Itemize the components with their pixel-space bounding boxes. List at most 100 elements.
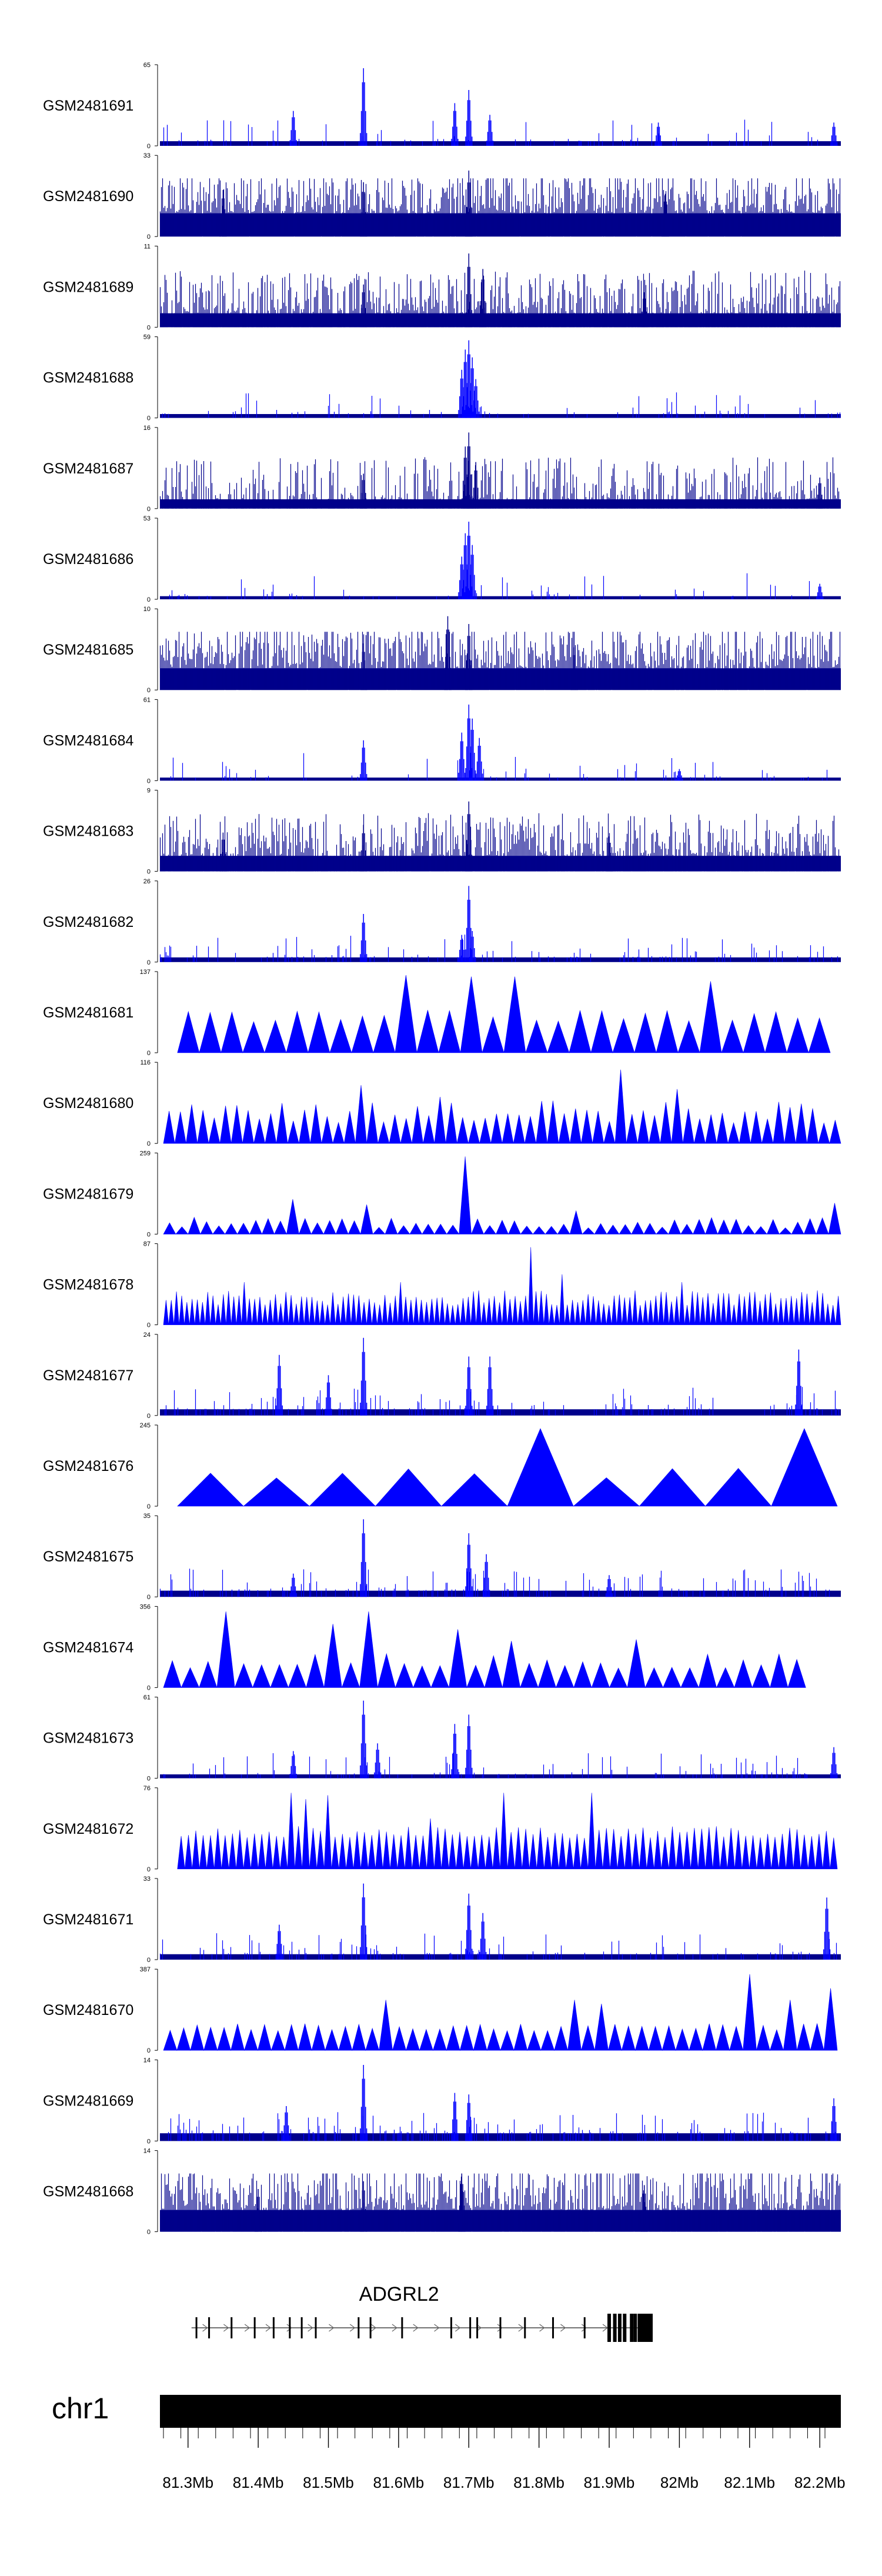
axis-tick-label: 81.8Mb [513, 2474, 564, 2491]
gene-exon [524, 2317, 526, 2338]
y-zero-label: 0 [147, 506, 151, 513]
signal [160, 705, 841, 781]
track-label: GSM2481672 [43, 1821, 133, 1837]
track-label: GSM2481688 [43, 370, 133, 386]
y-max-label: 259 [140, 1150, 151, 1157]
track-GSM2481671: GSM2481671 33 0 [43, 1876, 841, 1964]
signal [159, 171, 841, 237]
gene-exon [401, 2317, 403, 2338]
track-GSM2481686: GSM2481686 53 0 [43, 515, 841, 603]
axis-tick-label: 82.1Mb [724, 2474, 775, 2491]
gene-exon [640, 2314, 653, 2342]
signal [177, 1428, 838, 1507]
gene-exon [633, 2314, 637, 2342]
signal-baseline [160, 957, 841, 962]
y-zero-label: 0 [147, 1413, 151, 1420]
track-label: GSM2481675 [43, 1549, 133, 1565]
signal [163, 1069, 841, 1144]
y-zero-label: 0 [147, 596, 151, 603]
track-GSM2481682: GSM2481682 26 0 [43, 878, 841, 966]
track-label: GSM2481673 [43, 1730, 133, 1747]
track-label: GSM2481677 [43, 1367, 133, 1384]
axis-tick-label: 81.9Mb [584, 2474, 635, 2491]
signal-baseline [160, 596, 841, 599]
gene-exon [230, 2317, 233, 2338]
track-GSM2481683: GSM2481683 9 0 [43, 788, 841, 876]
track-label: GSM2481669 [43, 2093, 133, 2109]
y-zero-label: 0 [147, 233, 151, 241]
y-max-label: 137 [140, 969, 151, 976]
y-max-label: 11 [144, 243, 151, 250]
signal-peaks [360, 705, 683, 781]
strand-arrow [434, 2324, 440, 2332]
signal [160, 2065, 841, 2141]
signal [159, 253, 841, 328]
chromosome-track: chr1 81.3Mb 81.4Mb 81.5Mb 81.6Mb 81.7Mb 81.8M… [52, 2392, 846, 2491]
signal-peaks [282, 2065, 838, 2141]
axis-tick-label: 82Mb [660, 2474, 699, 2491]
y-max-label: 356 [140, 1603, 151, 1610]
signal [160, 522, 841, 599]
y-max-label: 59 [143, 334, 151, 341]
y-max-label: 76 [143, 1785, 151, 1792]
signal [160, 1337, 841, 1416]
signal-peaks [360, 886, 476, 962]
y-max-label: 65 [143, 62, 151, 69]
gene-exon [469, 2317, 472, 2338]
track-GSM2481688: GSM2481688 59 0 [43, 334, 841, 422]
signal [163, 1611, 806, 1689]
signal-peaks [219, 171, 669, 237]
y-zero-label: 0 [147, 1140, 151, 1147]
signal-baseline [160, 778, 841, 781]
y-max-label: 14 [143, 2148, 151, 2155]
signal [159, 1519, 841, 1597]
y-max-label: 53 [143, 515, 151, 522]
signal-baseline [160, 414, 841, 418]
y-zero-label: 0 [147, 2047, 151, 2054]
signal-area [163, 1247, 841, 1325]
signal [159, 886, 841, 962]
gene-exon [450, 2317, 452, 2338]
y-zero-label: 0 [147, 959, 151, 966]
signal-peaks [289, 68, 838, 146]
gene-exon [289, 2317, 291, 2338]
y-max-label: 26 [143, 878, 151, 885]
gene-exon [583, 2317, 586, 2338]
y-zero-label: 0 [147, 1957, 151, 1964]
y-max-label: 33 [143, 1876, 151, 1883]
strand-arrow [497, 2324, 503, 2332]
signal-bars [170, 753, 828, 781]
signal-peaks [458, 522, 824, 599]
y-zero-label: 0 [147, 1594, 151, 1601]
strand-arrow [518, 2324, 524, 2332]
axis-tick-label: 81.5Mb [303, 2474, 354, 2491]
y-max-label: 387 [140, 1966, 151, 1973]
gene-exon [272, 2317, 275, 2338]
signal [160, 68, 841, 146]
strand-arrow [202, 2324, 208, 2332]
signal-baseline [160, 1590, 841, 1597]
track-label: GSM2481674 [43, 1639, 133, 1656]
track-label: GSM2481691 [43, 98, 133, 114]
genomic-axis: 81.3Mb 81.4Mb 81.5Mb 81.6Mb 81.7Mb 81.8Mb 81.9… [162, 2428, 846, 2491]
track-GSM2481672: GSM2481672 76 0 [43, 1785, 838, 1873]
signal [160, 340, 841, 418]
strand-arrow [329, 2324, 335, 2332]
chromosome-label: chr1 [52, 2392, 109, 2425]
signal-area [163, 1156, 841, 1235]
gene-model [191, 2314, 653, 2342]
track-label: GSM2481671 [43, 1911, 133, 1928]
track-GSM2481676: GSM2481676 245 0 [43, 1422, 838, 1510]
signal-peaks [275, 1337, 803, 1416]
gene-exon [358, 2317, 360, 2338]
signal [177, 1793, 838, 1870]
track-label: GSM2481681 [43, 1005, 133, 1021]
track-GSM2481687: GSM2481687 16 0 [43, 425, 841, 513]
track-GSM2481680: GSM2481680 116 0 [43, 1059, 841, 1147]
signal-area [163, 1611, 806, 1689]
strand-arrow [581, 2324, 587, 2332]
y-max-label: 16 [143, 425, 151, 432]
gene-name-label: ADGRL2 [359, 2283, 439, 2305]
signal [163, 1156, 841, 1235]
y-max-label: 24 [143, 1332, 151, 1339]
